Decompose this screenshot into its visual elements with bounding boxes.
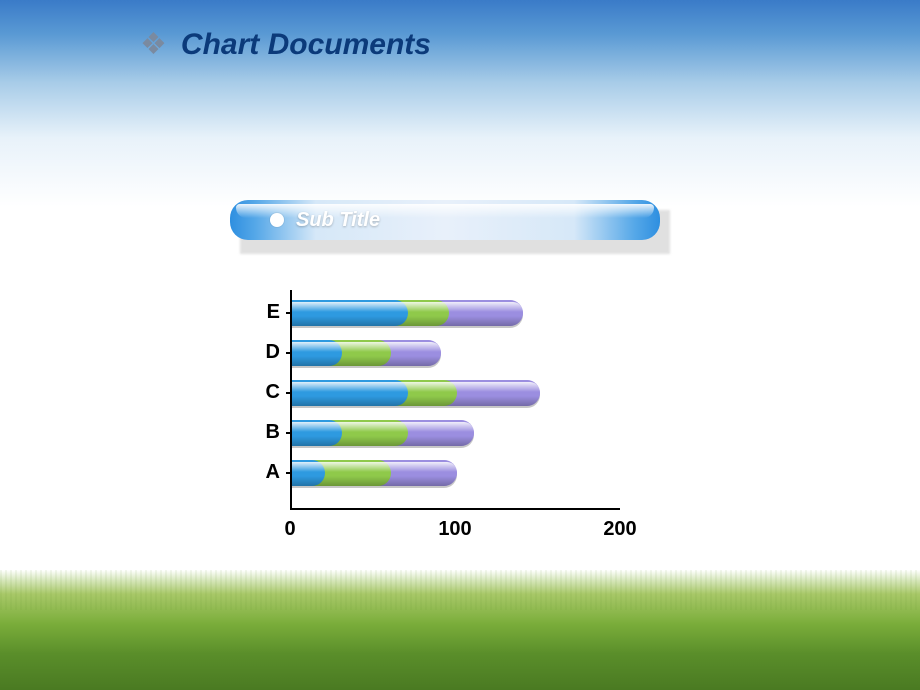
category-label: A [240, 461, 280, 484]
category-label: B [240, 421, 280, 444]
slide: ❖ Chart Documents Sub Title EDCBA 0 100 20… [0, 0, 920, 690]
bar-row [292, 340, 620, 366]
bar [292, 420, 474, 446]
bar-shade [292, 396, 540, 406]
bar-gloss [292, 422, 474, 432]
subtitle-text: Sub Title [296, 209, 380, 232]
x-tick-label: 200 [603, 518, 636, 541]
bar-gloss [292, 302, 523, 312]
category-label: D [240, 341, 280, 364]
bar [292, 460, 457, 486]
bar-row [292, 420, 620, 446]
x-tick-label: 100 [438, 518, 471, 541]
bar-gloss [292, 382, 540, 392]
bar [292, 300, 523, 326]
bar-row [292, 300, 620, 326]
bar-shade [292, 476, 457, 486]
bar-shade [292, 356, 441, 366]
category-label: C [240, 381, 280, 404]
bar-gloss [292, 462, 457, 472]
chart-plot-area [290, 290, 620, 510]
bar-row [292, 380, 620, 406]
subtitle-bar: Sub Title [230, 200, 660, 250]
bar-shade [292, 436, 474, 446]
subtitle-pill: Sub Title [230, 200, 660, 240]
diamond-bullet-icon: ❖ [140, 30, 167, 60]
slide-title: Chart Documents [181, 28, 431, 62]
circle-bullet-icon [270, 213, 284, 227]
bar-shade [292, 316, 523, 326]
category-label: E [240, 301, 280, 324]
bar [292, 380, 540, 406]
bar-gloss [292, 342, 441, 352]
x-tick-label: 0 [284, 518, 295, 541]
bar [292, 340, 441, 366]
slide-title-row: ❖ Chart Documents [140, 28, 431, 62]
bar-row [292, 460, 620, 486]
grass-background [0, 570, 920, 690]
bar-chart: EDCBA 0 100 200 [240, 290, 640, 560]
